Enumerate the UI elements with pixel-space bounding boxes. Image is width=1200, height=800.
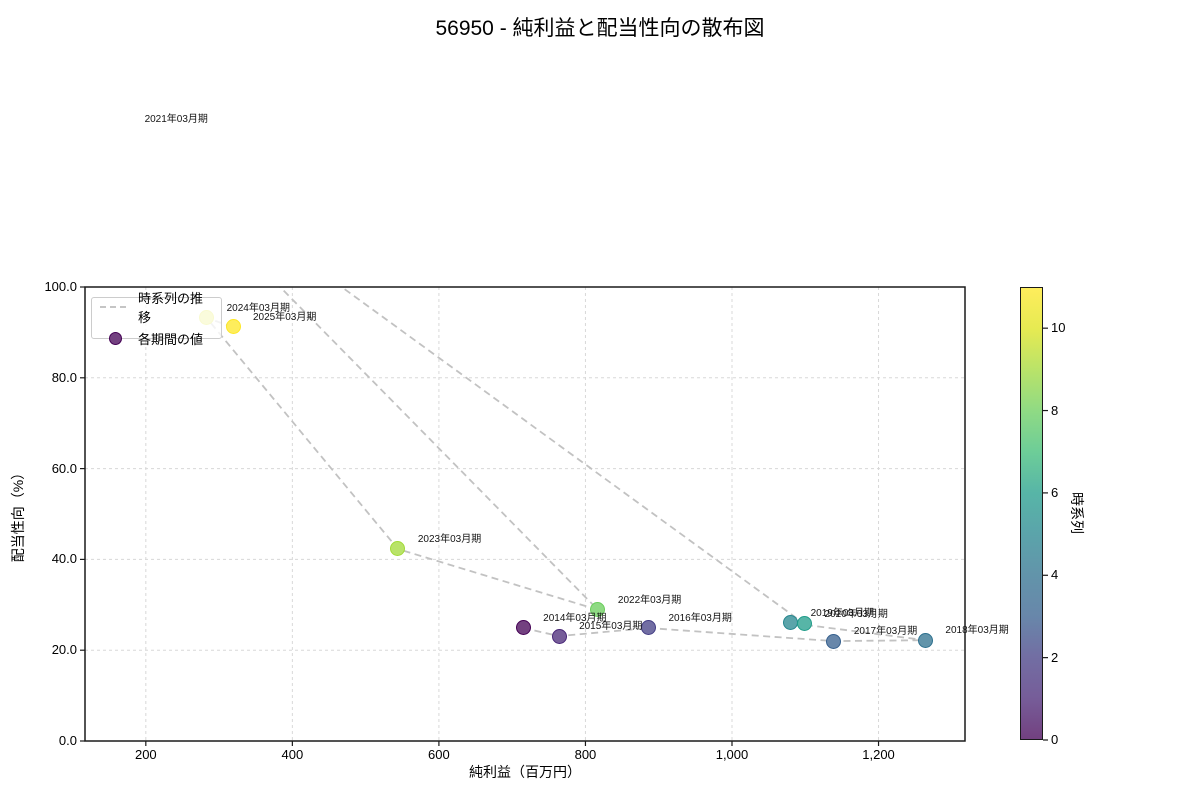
x-axis-label: 純利益（百万円） [469, 764, 581, 780]
point-label-2014年03月期: 2014年03月期 [543, 612, 607, 624]
x-tick-label: 1,200 [862, 747, 895, 762]
y-tick-label: 0.0 [58, 733, 77, 748]
point-label-2020年03月期: 2020年03月期 [824, 608, 888, 620]
point-label-2017年03月期: 2017年03月期 [853, 626, 918, 638]
colorbar-tick-label: 2 [1051, 649, 1059, 665]
colorbar-tick-label: 0 [1051, 732, 1059, 747]
colorbar-tick-label: 6 [1051, 484, 1059, 500]
x-tick-label: 600 [428, 747, 450, 762]
point-label-2024年03月期: 2024年03月期 [226, 302, 290, 314]
point-label-2019年03月期: 2019年03月期 [810, 607, 874, 619]
y-tick-label: 40.0 [51, 551, 77, 567]
trend-line [203, 287, 926, 643]
data-point-2025年03月期 [225, 319, 241, 335]
axis-tick-marks [80, 286, 1048, 746]
gridlines [85, 286, 965, 742]
legend-marker-label: 各期間の値 [138, 332, 204, 347]
data-point-2022年03月期 [590, 602, 606, 618]
y-tick-label: 20.0 [51, 642, 77, 658]
data-point-2023年03月期 [390, 541, 406, 557]
plot-border [84, 286, 966, 742]
data-point-2014年03月期 [515, 620, 531, 636]
data-point-2016年03月期 [640, 620, 656, 636]
point-label-2021年03月期: 2021年03月期 [144, 114, 208, 125]
legend-marker-icon [100, 332, 130, 345]
data-point-2018年03月期 [917, 632, 933, 648]
y-tick-label: 100.0 [44, 279, 77, 294]
data-point-2020年03月期 [797, 616, 813, 632]
point-label-2022年03月期: 2022年03月期 [617, 594, 682, 606]
data-point-2015年03月期 [551, 628, 567, 644]
x-tick-label: 800 [574, 747, 597, 762]
chart-title: 56950 - 純利益と配当性向の散布図 [435, 17, 765, 40]
point-label-2025年03月期: 2025年03月期 [253, 311, 317, 323]
point-label-2018年03月期: 2018年03月期 [945, 625, 1009, 637]
point-label-2016年03月期: 2016年03月期 [668, 612, 732, 624]
legend-line-entry: 時系列の推移 [100, 288, 213, 326]
colorbar-tick-label: 10 [1051, 320, 1066, 336]
data-point-2017年03月期 [826, 633, 842, 649]
legend-marker-entry: 各期間の値 [100, 329, 213, 348]
x-tick-label: 200 [134, 747, 157, 762]
legend-line-label: 時系列の推移 [138, 291, 204, 325]
x-tick-label: 400 [281, 747, 304, 762]
x-tick-label: 1,000 [715, 747, 749, 762]
colorbar-tick-label: 8 [1051, 402, 1059, 418]
colorbar [1020, 287, 1043, 740]
y-tick-label: 60.0 [51, 460, 77, 476]
y-tick-label: 80.0 [51, 369, 77, 385]
point-label-2015年03月期: 2015年03月期 [579, 621, 643, 633]
colorbar-tick-label: 4 [1051, 567, 1059, 583]
legend-dashed-line-icon [100, 305, 130, 309]
legend: 時系列の推移 各期間の値 [91, 291, 222, 347]
point-label-2023年03月期: 2023年03月期 [417, 533, 482, 545]
